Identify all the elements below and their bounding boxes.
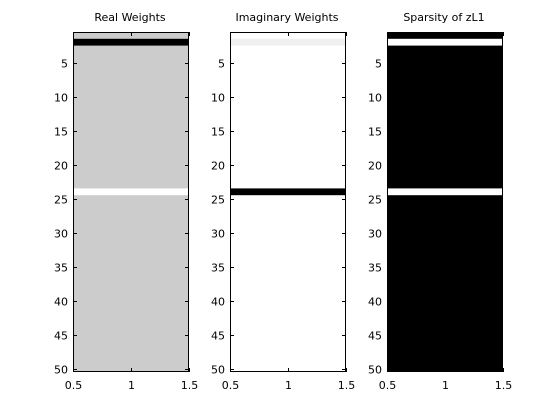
panel-title: Sparsity of zL1: [403, 11, 484, 24]
y-tick-label: 40: [368, 296, 382, 309]
panel-imaginary-weights: Imaginary Weights 5 10 15 20 25 30 35 40 45 50 0.5…: [211, 11, 355, 392]
y-tick-label: 25: [368, 194, 382, 207]
y-tick-label: 40: [54, 296, 68, 309]
y-tick-label: 10: [211, 92, 225, 105]
y-tick-label: 20: [54, 160, 68, 173]
heatmap-background: [73, 32, 189, 372]
y-tick-label: 5: [61, 58, 68, 71]
y-tick-label: 45: [368, 330, 382, 343]
heatmap-row-2: [230, 38, 346, 46]
y-tick-label: 15: [211, 126, 225, 139]
y-tick-label: 25: [211, 194, 225, 207]
y-tick-label: 45: [54, 330, 68, 343]
y-tick-label: 15: [54, 126, 68, 139]
y-tick-label: 10: [368, 92, 382, 105]
y-tick-label: 50: [368, 364, 382, 377]
heatmap-area: 5 10 15 20 25 30 35 40 45 50 0.5 1 1.5: [54, 32, 198, 392]
heatmap-background: [387, 32, 503, 372]
y-tick-label: 5: [218, 58, 225, 71]
heatmap-row-24: [73, 188, 189, 196]
x-tick-label: 1: [442, 379, 449, 392]
y-tick-label: 30: [211, 228, 225, 241]
y-tick-label: 30: [54, 228, 68, 241]
y-tick-label: 25: [54, 194, 68, 207]
panel-title: Imaginary Weights: [235, 11, 338, 24]
panel-title: Real Weights: [94, 11, 166, 24]
x-tick-label: 1.5: [181, 379, 199, 392]
x-tick-label: 0.5: [222, 379, 240, 392]
heatmap-area: 5 10 15 20 25 30 35 40 45 50 0.5 1 1.5: [368, 32, 512, 392]
y-tick-label: 5: [375, 58, 382, 71]
y-tick-label: 30: [368, 228, 382, 241]
y-tick-label: 50: [54, 364, 68, 377]
x-tick-label: 1: [285, 379, 292, 392]
y-tick-label: 35: [54, 262, 68, 275]
y-tick-label: 45: [211, 330, 225, 343]
panel-real-weights: Real Weights 5 10 15 20 25 30 35 40 45 50 0.5 1 1.5: [54, 11, 198, 392]
heatmap-row-24: [387, 188, 503, 196]
heatmap-area: 5 10 15 20 25 30 35 40 45 50 0.5 1 1.5: [211, 32, 355, 392]
heatmap-row-2: [73, 38, 189, 46]
y-tick-label: 20: [368, 160, 382, 173]
y-tick-label: 20: [211, 160, 225, 173]
y-tick-label: 10: [54, 92, 68, 105]
x-tick-label: 0.5: [379, 379, 397, 392]
heatmap-background: [230, 32, 346, 372]
y-tick-label: 15: [368, 126, 382, 139]
panel-sparsity-of-zl1: Sparsity of zL1 5 10 15 20 25 30 35 40 45 50 0.5 1 1…: [368, 11, 512, 392]
y-tick-label: 35: [368, 262, 382, 275]
heatmap-row-2: [387, 38, 503, 46]
x-tick-label: 1.5: [495, 379, 513, 392]
heatmap-row-24: [230, 188, 346, 196]
y-tick-label: 40: [211, 296, 225, 309]
x-tick-label: 0.5: [65, 379, 83, 392]
x-tick-label: 1: [128, 379, 135, 392]
y-tick-label: 35: [211, 262, 225, 275]
y-tick-label: 50: [211, 364, 225, 377]
x-tick-label: 1.5: [338, 379, 356, 392]
